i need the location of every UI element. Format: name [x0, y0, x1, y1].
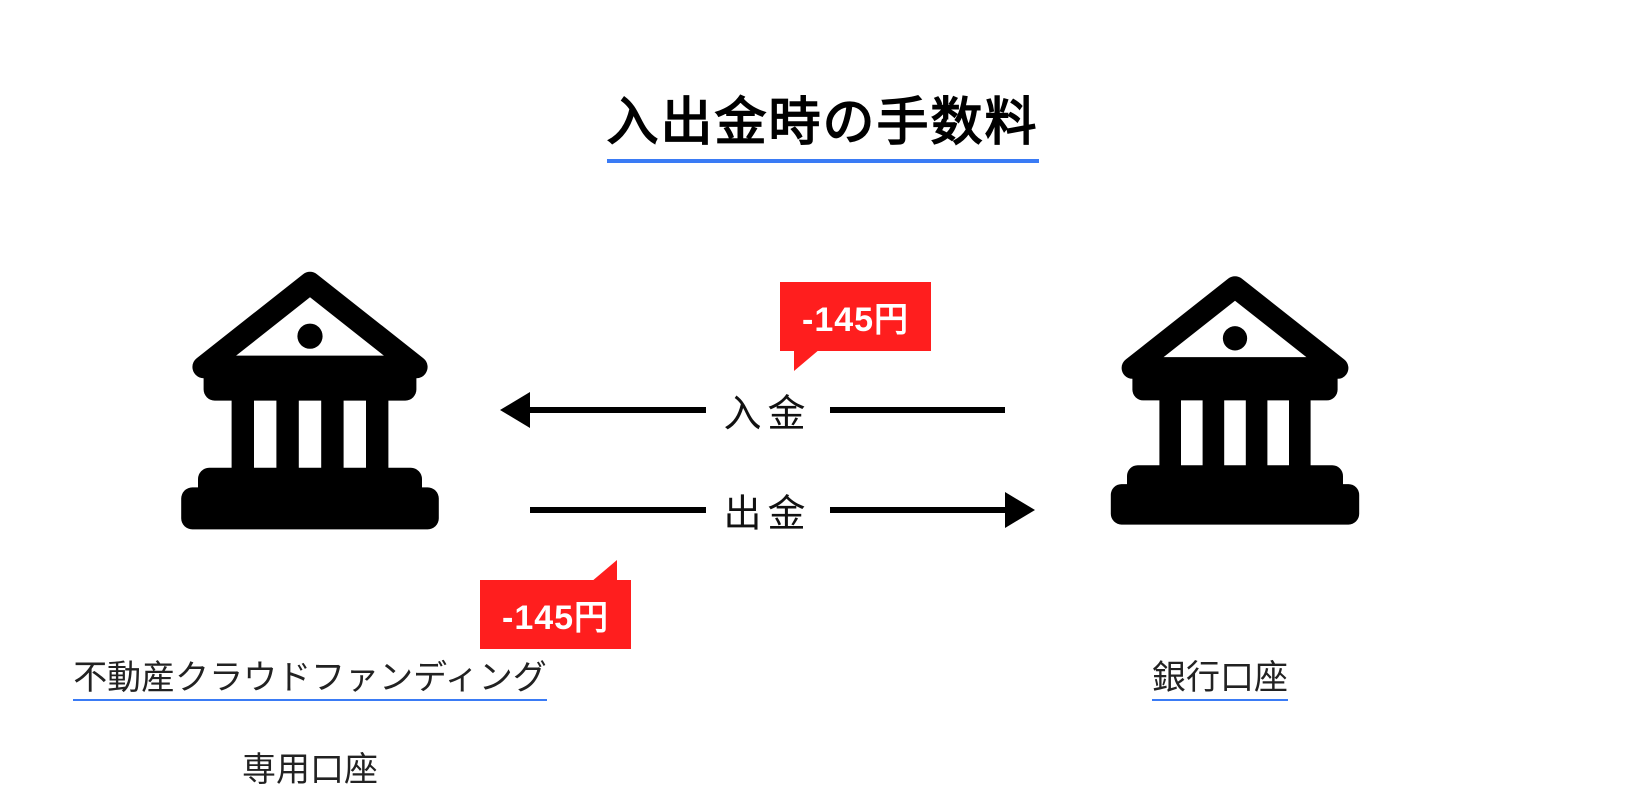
left-account-line1: 不動産クラウドファンディング — [73, 659, 547, 701]
withdraw-fee-tag: -145円 — [480, 580, 631, 649]
left-account-line2: 専用口座 — [242, 751, 378, 789]
bank-icon — [1100, 260, 1370, 530]
bank-icon — [170, 255, 450, 535]
arrow-left-icon — [500, 392, 530, 428]
withdraw-label: 出金 — [705, 483, 829, 538]
right-account-line1: 銀行口座 — [1152, 659, 1288, 701]
deposit-fee-tag: -145円 — [780, 282, 931, 351]
deposit-label: 入金 — [705, 383, 829, 438]
deposit-arrow: 入金 — [500, 380, 1035, 440]
arrow-right-icon — [1005, 492, 1035, 528]
right-account-label: 銀行口座 — [1050, 610, 1390, 702]
withdraw-arrow: 出金 — [500, 480, 1035, 540]
page-title: 入出金時の手数料 — [606, 80, 1038, 163]
flow-arrows: 入金 出金 — [500, 370, 1035, 570]
